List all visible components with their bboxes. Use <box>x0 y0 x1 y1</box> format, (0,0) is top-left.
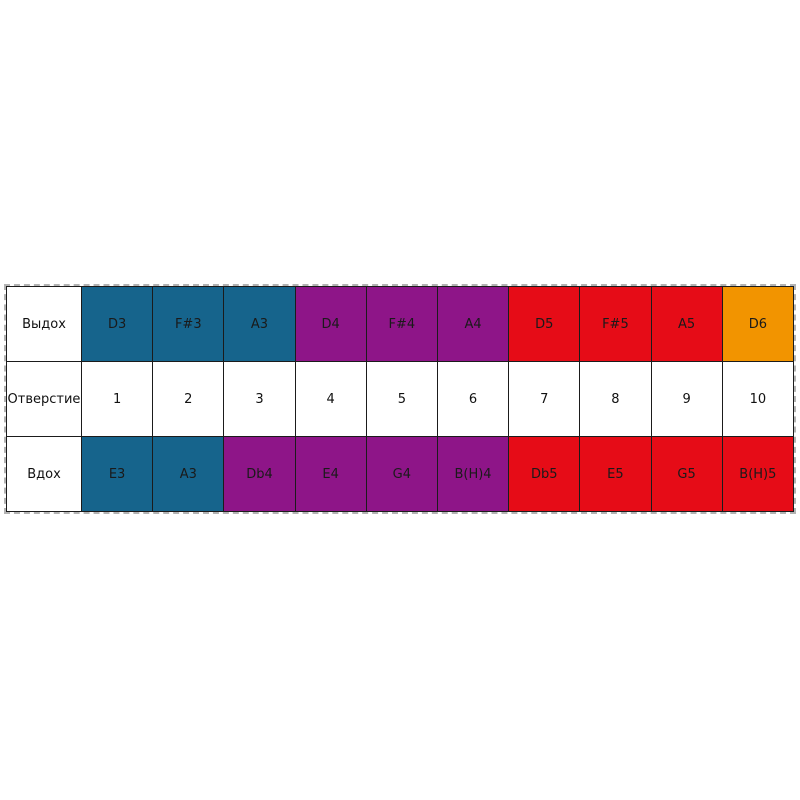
inhale-note-cell-3: Db4 <box>223 436 296 512</box>
hole-number-cell-10: 10 <box>721 361 795 437</box>
hole-number-cell-7: 7 <box>508 361 581 437</box>
exhale-note-cell-7: D5 <box>508 286 581 362</box>
row-label-inhale: Вдох <box>6 436 82 512</box>
hole-number-cell-6: 6 <box>436 361 510 437</box>
inhale-row: Вдох E3 A3 Db4 E4 G4 B(H)4 Db5 E5 G5 B(H)5 <box>6 436 795 512</box>
hole-number-row: Отверстие 1 2 3 4 5 6 7 8 9 10 <box>6 361 795 437</box>
hole-number-cell-8: 8 <box>579 361 652 437</box>
exhale-note-cell-4: D4 <box>294 286 367 362</box>
exhale-note-cell-9: A5 <box>650 286 723 362</box>
hole-number-cell-3: 3 <box>223 361 296 437</box>
harmonica-note-chart: Выдох D3 F#3 A3 D4 F#4 A4 D5 F#5 A5 D6 Отверстие … <box>4 284 796 514</box>
exhale-row: Выдох D3 F#3 A3 D4 F#4 A4 D5 F#5 A5 D6 <box>6 286 795 362</box>
hole-number-cell-2: 2 <box>152 361 225 437</box>
harmonica-note-table: Выдох D3 F#3 A3 D4 F#4 A4 D5 F#5 A5 D6 Отверстие … <box>6 286 795 512</box>
hole-number-cell-4: 4 <box>294 361 367 437</box>
exhale-note-cell-3: A3 <box>223 286 296 362</box>
row-label-hole: Отверстие <box>6 361 82 437</box>
exhale-note-cell-1: D3 <box>80 286 154 362</box>
exhale-note-cell-5: F#4 <box>365 286 438 362</box>
inhale-note-cell-5: G4 <box>365 436 438 512</box>
inhale-note-cell-6: B(H)4 <box>436 436 510 512</box>
inhale-note-cell-7: Db5 <box>508 436 581 512</box>
inhale-note-cell-8: E5 <box>579 436 652 512</box>
inhale-note-cell-2: A3 <box>152 436 225 512</box>
hole-number-cell-1: 1 <box>80 361 154 437</box>
exhale-note-cell-6: A4 <box>436 286 510 362</box>
exhale-note-cell-8: F#5 <box>579 286 652 362</box>
row-label-exhale: Выдох <box>6 286 82 362</box>
inhale-note-cell-9: G5 <box>650 436 723 512</box>
inhale-note-cell-10: B(H)5 <box>721 436 795 512</box>
inhale-note-cell-1: E3 <box>80 436 154 512</box>
exhale-note-cell-10: D6 <box>721 286 795 362</box>
hole-number-cell-5: 5 <box>365 361 438 437</box>
hole-number-cell-9: 9 <box>650 361 723 437</box>
inhale-note-cell-4: E4 <box>294 436 367 512</box>
exhale-note-cell-2: F#3 <box>152 286 225 362</box>
